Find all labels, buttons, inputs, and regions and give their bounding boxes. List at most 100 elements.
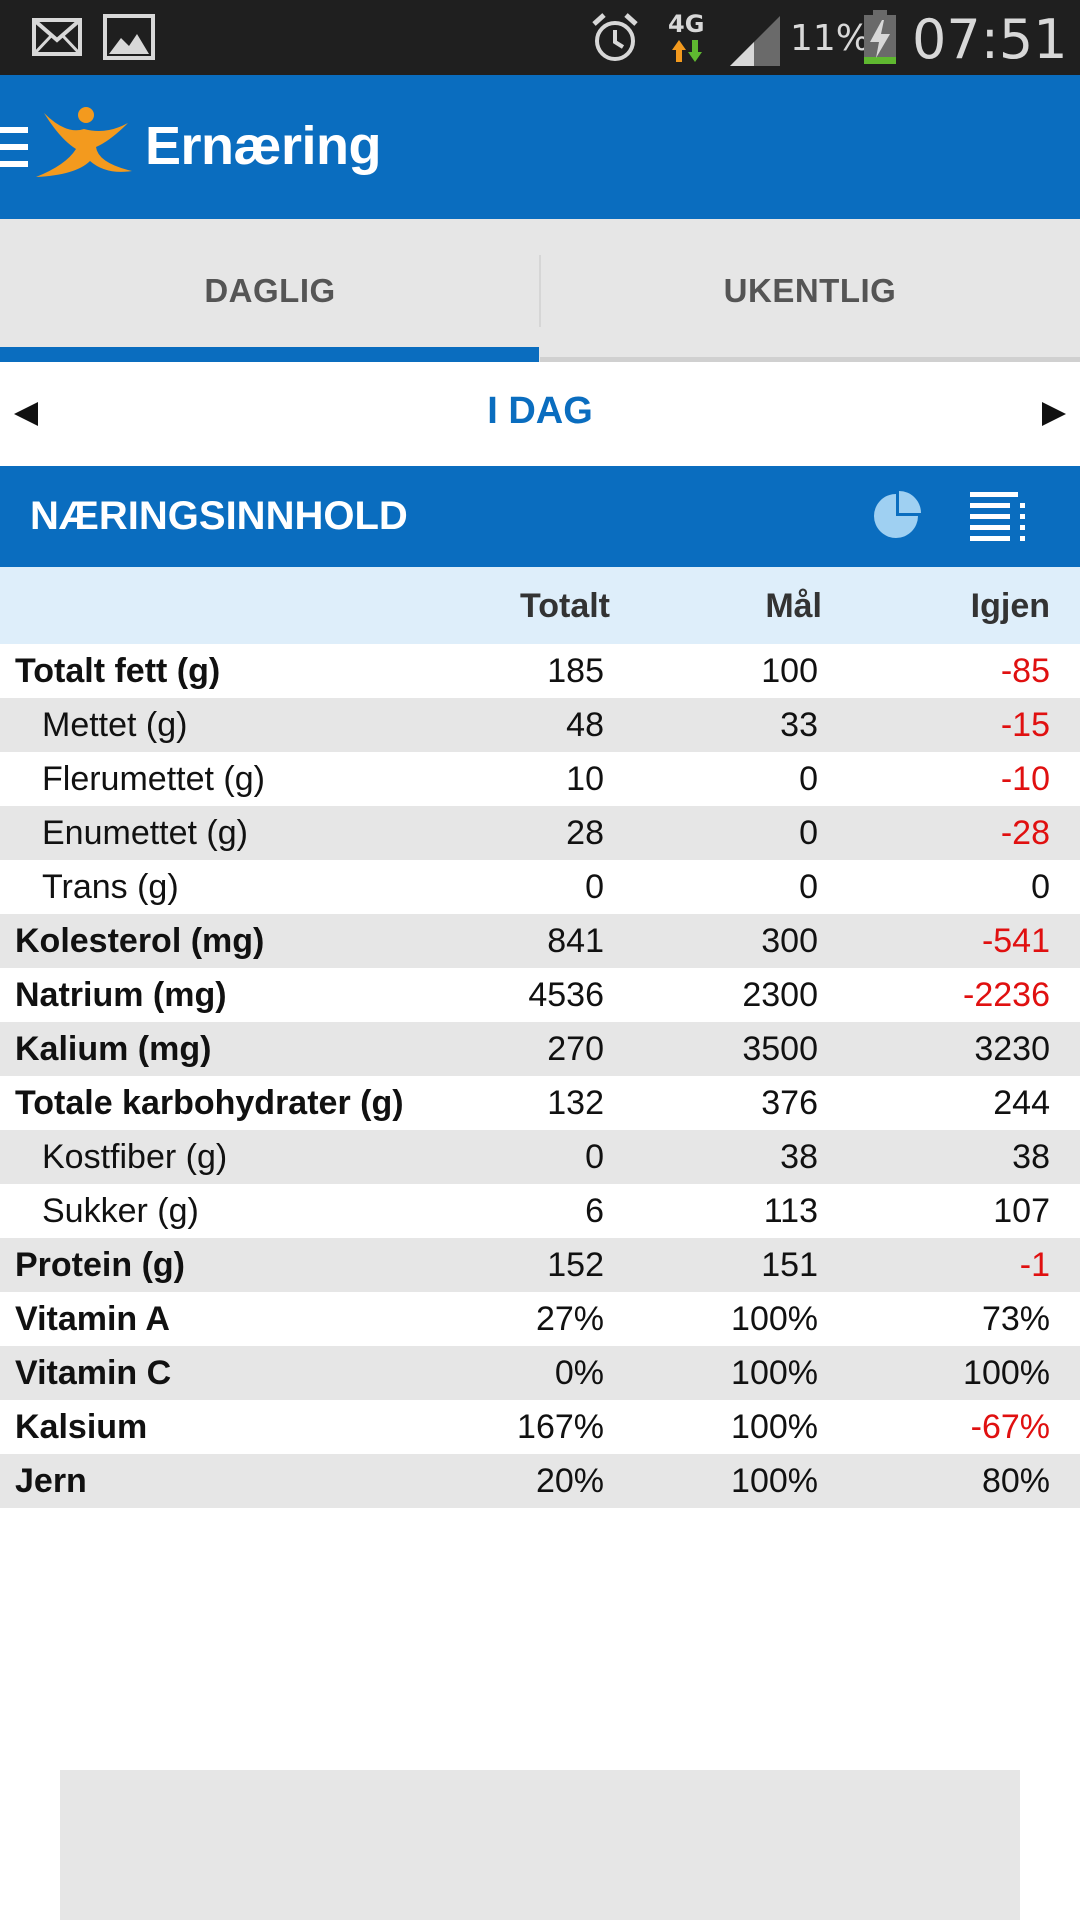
nutrient-name: Kalsium [15,1408,148,1446]
nutrient-remaining: 80% [981,1462,1050,1500]
nutrient-remaining: 3230 [974,1030,1050,1068]
nutrient-name: Trans (g) [42,868,179,906]
alarm-icon [592,13,638,61]
tab-divider [539,255,541,327]
table-row: Sukker (g) 6 113 107 [0,1184,1080,1238]
nutrient-goal: 2300 [742,976,818,1014]
nutrient-name: Totalt fett (g) [15,652,221,690]
nutrient-total: 48 [566,706,604,744]
nutrient-total: 4536 [528,976,604,1014]
column-header-mal: Mål [765,587,822,625]
pie-chart-icon[interactable] [870,490,922,542]
table-row: Vitamin A 27% 100% 73% [0,1292,1080,1346]
nutrient-name: Flerumettet (g) [42,760,265,798]
nutrient-goal: 300 [761,922,818,960]
app-bar: Ernæring [0,75,1080,219]
nutrient-total: 0 [585,1138,604,1176]
nutrient-goal: 151 [761,1246,818,1284]
table-row: Trans (g) 0 0 0 [0,860,1080,914]
nutrient-name: Kalium (mg) [15,1030,212,1068]
nutrient-name: Totale karbohydrater (g) [15,1084,404,1122]
nutrient-remaining: 38 [1012,1138,1050,1176]
battery-charging-icon [864,10,896,64]
date-label[interactable]: I DAG [487,390,593,432]
nutrient-total: 185 [547,652,604,690]
section-header: NÆRINGSINNHOLD [0,466,1080,567]
tab-underline [540,357,1080,362]
hamburger-icon[interactable] [0,127,30,167]
nutrient-total: 152 [547,1246,604,1284]
nutrient-remaining: -85 [1000,652,1050,690]
tab-bar: DAGLIG UKENTLIG [0,219,1080,362]
nutrient-total: 0 [585,868,604,906]
nutrient-remaining: -541 [981,922,1050,960]
nutrient-remaining: -28 [1000,814,1050,852]
table-row: Enumettet (g) 28 0 -28 [0,806,1080,860]
table-row: Jern 20% 100% 80% [0,1454,1080,1508]
table-row: Mettet (g) 48 33 -15 [0,698,1080,752]
nutrient-table: Totalt fett (g) 185 100 -85 Mettet (g) 48 33 -1… [0,644,1080,1508]
table-row: Kalium (mg) 270 3500 3230 [0,1022,1080,1076]
nutrient-name: Vitamin C [15,1354,172,1392]
nutrient-remaining: -2236 [963,976,1050,1014]
myfitnesspal-logo[interactable] [36,105,136,185]
nutrient-goal: 100% [731,1408,818,1446]
app-title: Ernæring [145,116,382,176]
table-row: Totale karbohydrater (g) 132 376 244 [0,1076,1080,1130]
nutrient-name: Enumettet (g) [42,814,248,852]
nutrient-total: 0% [554,1354,604,1392]
nutrient-name: Kolesterol (mg) [15,922,265,960]
nutrient-goal: 376 [761,1084,818,1122]
status-bar: 4G 11% 07:51 [0,0,1080,75]
tab-ukentlig[interactable]: UKENTLIG [723,271,897,309]
ad-banner[interactable] [60,1770,1020,1920]
network-type: 4G [668,10,705,38]
nutrient-total: 27% [535,1300,604,1338]
nutrient-name: Jern [15,1462,87,1500]
nutrient-remaining: 107 [993,1192,1050,1230]
nutrient-total: 167% [517,1408,604,1446]
table-row: Kalsium 167% 100% -67% [0,1400,1080,1454]
table-row: Totalt fett (g) 185 100 -85 [0,644,1080,698]
nutrient-name: Vitamin A [15,1300,170,1338]
nutrient-name: Mettet (g) [42,706,188,744]
tab-selected-indicator [0,347,539,362]
table-row: Vitamin C 0% 100% 100% [0,1346,1080,1400]
column-header-igjen: Igjen [970,587,1050,625]
nutrient-goal: 100% [731,1354,818,1392]
tab-daglig[interactable]: DAGLIG [204,271,336,309]
nutrient-goal: 0 [799,814,818,852]
list-view-icon[interactable] [970,490,1028,542]
table-row: Kostfiber (g) 0 38 38 [0,1130,1080,1184]
nutrient-remaining: -1 [1019,1246,1050,1284]
nutrient-total: 20% [535,1462,604,1500]
next-day-icon[interactable] [1042,402,1066,426]
nutrient-goal: 0 [799,868,818,906]
section-title: NÆRINGSINNHOLD [30,494,408,538]
nutrient-name: Kostfiber (g) [42,1138,228,1176]
nutrient-total: 270 [547,1030,604,1068]
nutrient-total: 841 [547,922,604,960]
nutrient-total: 10 [566,760,604,798]
nutrient-remaining: 73% [981,1300,1050,1338]
nutrient-name: Protein (g) [15,1246,185,1284]
previous-day-icon[interactable] [14,402,38,426]
nutrient-remaining: -10 [1000,760,1050,798]
nutrient-goal: 38 [780,1138,818,1176]
signal-icon [730,16,780,66]
column-header-totalt: Totalt [519,587,610,625]
nutrient-remaining: -15 [1000,706,1050,744]
nutrient-total: 6 [585,1192,604,1230]
nutrient-remaining: -67% [970,1408,1050,1446]
nutrient-goal: 100 [761,652,818,690]
image-icon [103,14,155,60]
nutrient-goal: 100% [731,1462,818,1500]
table-row: Flerumettet (g) 10 0 -10 [0,752,1080,806]
mail-icon [32,18,82,56]
table-row: Natrium (mg) 4536 2300 -2236 [0,968,1080,1022]
table-row: Protein (g) 152 151 -1 [0,1238,1080,1292]
battery-percent: 11% [790,18,871,59]
nutrient-total: 132 [547,1084,604,1122]
nutrient-remaining: 244 [993,1084,1050,1122]
nutrient-goal: 113 [763,1192,818,1230]
